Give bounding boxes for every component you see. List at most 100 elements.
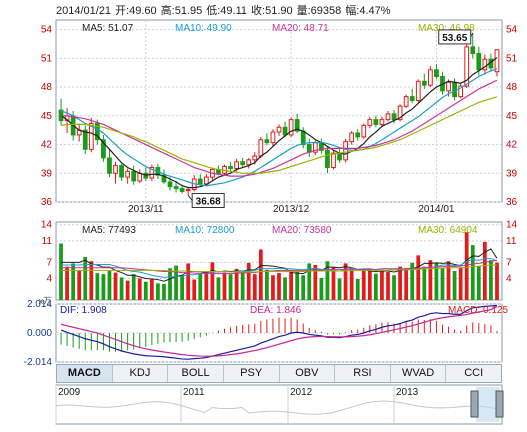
candle-up bbox=[415, 80, 421, 101]
volume-bar bbox=[416, 255, 421, 300]
volume-bar bbox=[234, 268, 239, 300]
candle-down bbox=[391, 113, 397, 121]
candle-down bbox=[197, 178, 203, 185]
volume-bar bbox=[277, 273, 281, 300]
volume-bar bbox=[489, 260, 493, 300]
volume-bar bbox=[422, 266, 427, 300]
volume-bar bbox=[156, 283, 160, 300]
volume-tick-label-left: 14 bbox=[41, 220, 53, 231]
volume-bar bbox=[289, 270, 293, 300]
volume-bar bbox=[301, 275, 306, 300]
candle-up bbox=[125, 170, 131, 178]
timeline-right-handle[interactable] bbox=[495, 390, 504, 418]
quote-close: 收:51.90 bbox=[251, 5, 293, 17]
candle-down bbox=[167, 181, 173, 188]
price-tick-label-left: 51 bbox=[41, 53, 53, 64]
volume-legend-ma5: MA5: 77493 bbox=[82, 225, 136, 236]
volume-legend-ma30: MA30: 64904 bbox=[418, 225, 478, 236]
volume-bar bbox=[65, 266, 69, 300]
volume-bar bbox=[495, 262, 499, 300]
candle-up bbox=[203, 176, 209, 185]
volume-bar bbox=[295, 272, 300, 300]
volume-bar bbox=[482, 241, 487, 300]
candle-up bbox=[464, 46, 470, 87]
tab-cci[interactable]: CCI bbox=[464, 367, 484, 379]
price-legend-ma30: MA30: 46.98 bbox=[418, 23, 475, 34]
candle-down bbox=[434, 69, 439, 78]
volume-tick-label-right: 11 bbox=[506, 236, 517, 247]
macd-tick-label: 2.014 bbox=[27, 299, 52, 310]
tab-obv[interactable]: OBV bbox=[280, 365, 336, 382]
volume-bar bbox=[168, 268, 172, 300]
quote-high: 高:51.95 bbox=[160, 5, 203, 17]
price-tick-label-right: 36 bbox=[506, 197, 518, 208]
candle-down bbox=[476, 53, 482, 71]
candle-down bbox=[337, 152, 342, 161]
candle-up bbox=[149, 167, 155, 179]
volume-bar bbox=[331, 267, 336, 300]
candle-down bbox=[161, 174, 167, 183]
quote-low: 低:49.11 bbox=[206, 5, 248, 17]
timeline-year-label: 2011 bbox=[183, 387, 205, 398]
tab-wvad[interactable]: WVAD bbox=[391, 365, 447, 382]
volume-bar bbox=[258, 249, 263, 300]
candle-up bbox=[397, 105, 403, 121]
price-legend-ma20: MA20: 48.71 bbox=[272, 23, 329, 34]
tab-rsi[interactable]: RSI bbox=[335, 365, 391, 382]
candle-down bbox=[179, 188, 185, 192]
volume-bar bbox=[149, 279, 154, 300]
volume-bar bbox=[446, 261, 451, 300]
price-tick-label-right: 45 bbox=[506, 111, 518, 122]
candle-down bbox=[306, 144, 312, 153]
volume-bar bbox=[143, 281, 148, 300]
timeline-year-label: 2012 bbox=[290, 387, 313, 398]
tab-macd[interactable]: MACD bbox=[57, 365, 113, 382]
candle-up bbox=[349, 132, 355, 143]
volume-bar bbox=[373, 273, 378, 300]
candle-up bbox=[494, 49, 500, 73]
volume-bar bbox=[410, 262, 415, 300]
timeline-left-handle[interactable] bbox=[470, 390, 479, 418]
candle-up bbox=[367, 119, 373, 126]
volume-bar bbox=[452, 270, 457, 300]
candle-down bbox=[264, 139, 270, 144]
quote-change: 幅:4.47% bbox=[345, 5, 391, 17]
date-tick-label: 2013/11 bbox=[128, 204, 164, 215]
volume-bar bbox=[476, 266, 481, 300]
candle-down bbox=[470, 46, 476, 55]
volume-bar bbox=[216, 277, 221, 300]
price-ma10-line bbox=[60, 68, 498, 187]
price-tick-label-left: 39 bbox=[41, 168, 53, 179]
volume-bar bbox=[228, 274, 233, 300]
tab-boll[interactable]: BOLL bbox=[168, 365, 224, 382]
tab-kdj[interactable]: KDJ bbox=[113, 365, 169, 382]
volume-legend-ma10: MA10: 72800 bbox=[175, 225, 235, 236]
volume-unit-label: x万 bbox=[38, 296, 52, 306]
candle-up bbox=[246, 159, 252, 166]
price-tick-label-right: 48 bbox=[506, 82, 518, 93]
volume-bar bbox=[162, 283, 166, 300]
volume-bar bbox=[325, 261, 330, 300]
volume-bar bbox=[180, 275, 185, 300]
candle-up bbox=[361, 124, 367, 138]
tab-psy[interactable]: PSY bbox=[224, 365, 280, 382]
timeline-history-line bbox=[55, 400, 503, 415]
candle-up bbox=[403, 96, 409, 107]
volume-tick-label-right: 14 bbox=[506, 220, 518, 231]
volume-bar bbox=[246, 262, 251, 300]
volume-bar bbox=[392, 275, 396, 300]
price-tick-label-right: 54 bbox=[506, 25, 518, 36]
candle-down bbox=[325, 149, 330, 169]
dea-legend: DEA: 1.846 bbox=[250, 305, 302, 316]
candle-up bbox=[446, 81, 451, 92]
price-tick-label-right: 39 bbox=[506, 168, 518, 179]
volume-bar bbox=[210, 262, 215, 300]
indicator-tabs: MACD KDJ BOLL PSY OBV RSI WVAD CCI bbox=[56, 364, 502, 383]
macd-tick-label: -2.014 bbox=[24, 357, 53, 368]
volume-bar bbox=[319, 277, 324, 300]
candle-down bbox=[94, 122, 100, 141]
volume-bar bbox=[271, 275, 275, 300]
volume-bar bbox=[119, 277, 124, 300]
volume-bar bbox=[343, 263, 348, 300]
candle-up bbox=[185, 189, 191, 192]
